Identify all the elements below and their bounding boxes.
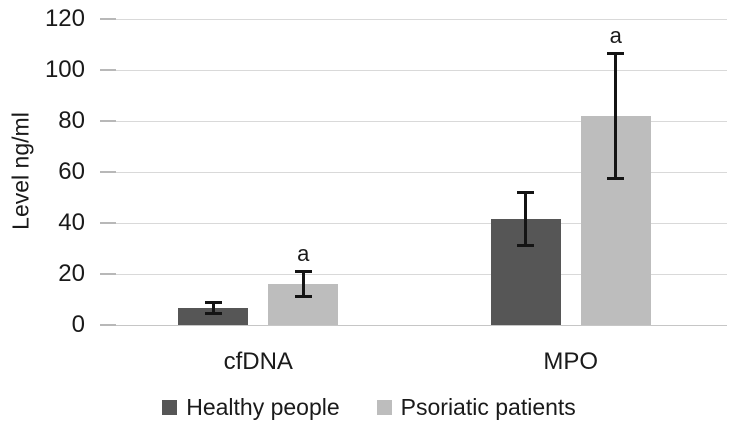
error-bar-healthy-people-mpo [524,192,528,246]
bar-healthy-people-cfdna [178,307,249,325]
error-bar-cap-bottom [517,244,535,248]
error-bar-healthy-people-cfdna [211,302,215,314]
gridline [102,222,727,224]
y-axis-tick [100,222,116,224]
category-label-mpo: MPO [543,348,599,375]
y-tick-label: 20 [58,260,85,287]
y-tick-label: 40 [58,209,85,236]
error-bar-cap-top [294,269,312,273]
y-tick-label: 120 [44,5,85,32]
gridline [102,273,727,275]
error-bar-cap-top [607,51,625,55]
legend-item-psoriatic-patients: Psoriatic patients [376,394,576,421]
gridline [102,120,727,122]
significance-label-mpo: a [609,23,622,49]
y-axis-tick [100,324,116,326]
error-bar-cap-top [517,190,535,194]
error-bar-psoriatic-patients-cfdna [301,271,305,297]
y-axis-tick [100,69,116,71]
legend: Healthy people Psoriatic patients [0,394,738,421]
gridline [102,69,727,71]
legend-item-healthy-people: Healthy people [162,394,340,421]
significance-label-cfdna: a [297,241,310,267]
error-bar-psoriatic-patients-mpo [614,53,618,179]
legend-label-psoriatic-patients: Psoriatic patients [400,394,576,420]
error-bar-cap-bottom [607,176,625,180]
category-label-cfdna: cfDNA [223,348,293,375]
y-tick-label: 80 [58,107,85,134]
x-axis-line [102,324,727,326]
legend-swatch-healthy-people [162,400,178,415]
gridline [102,18,727,20]
y-axis-tick [100,120,116,122]
error-bar-cap-bottom [294,295,312,299]
legend-swatch-psoriatic-patients [376,400,392,415]
y-tick-label: 0 [71,311,85,338]
error-bar-cap-top [204,301,222,305]
y-tick-label: 100 [44,56,85,83]
y-axis-tick [100,18,116,20]
y-axis-tick [100,273,116,275]
y-axis-tick [100,171,116,173]
error-bar-cap-bottom [204,311,222,315]
y-tick-label: 60 [58,158,85,185]
gridline [102,171,727,173]
legend-label-healthy-people: Healthy people [186,394,340,420]
